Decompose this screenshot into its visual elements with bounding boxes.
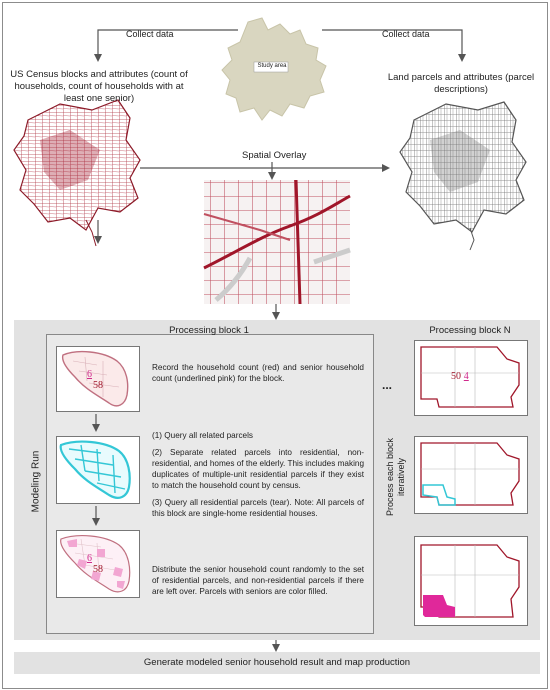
step2-item-2: (2) Separate related parcels into reside… — [152, 448, 364, 490]
block1-household-count: 58 — [93, 380, 103, 391]
modeling-run-label: Modeling Run — [30, 450, 42, 513]
blockN-senior-count: 4 — [463, 371, 469, 382]
spatial-overlay-label: Spatial Overlay — [242, 150, 307, 161]
step2-item-1: (1) Query all related parcels — [152, 431, 254, 440]
blockN-step1-thumb: 50 4 — [414, 340, 528, 416]
iterate-label-line2: iteratively — [396, 458, 406, 497]
block1-household-count-2: 58 — [93, 564, 103, 575]
collect-data-left-label: Collect data — [126, 29, 174, 39]
step2-item-3: (3) Query all residential parcels (tear)… — [152, 498, 364, 518]
blockN-step3-thumb — [414, 536, 528, 626]
block1-step2-text: (1) Query all related parcels (2) Separa… — [152, 430, 364, 525]
census-blocks-map — [13, 99, 141, 247]
block1-step3-text: Distribute the senior household count ra… — [152, 565, 364, 596]
block1-step2-thumb — [56, 436, 140, 504]
census-title: US Census blocks and attributes (count o… — [10, 69, 188, 104]
block1-senior-count: 6 — [87, 369, 92, 380]
block1-step1-thumb: 6 58 — [56, 346, 140, 412]
block1-step1-text: Record the household count (red) and sen… — [152, 363, 364, 383]
iterate-label: Process each block iteratively — [385, 427, 407, 527]
land-parcels-map — [399, 101, 527, 251]
block1-senior-count-2: 6 — [87, 553, 92, 564]
block1-step3-thumb: 6 58 — [56, 530, 140, 598]
overlay-map — [203, 179, 351, 305]
study-area-label: Study area — [257, 63, 287, 69]
collect-data-right-label: Collect data — [382, 29, 430, 39]
blockN-household-count: 50 — [451, 371, 461, 382]
parcels-title: Land parcels and attributes (parcel desc… — [387, 72, 535, 95]
blockN-title: Processing block N — [429, 325, 511, 336]
ellipsis: ... — [382, 378, 393, 392]
iterate-label-line1: Process each block — [385, 437, 395, 517]
collect-data-arrows — [94, 29, 466, 62]
result-footer: Generate modeled senior household result… — [14, 652, 540, 674]
blockN-step2-thumb — [414, 436, 528, 514]
spatial-overlay-arrows — [94, 162, 390, 244]
block1-title: Processing block 1 — [169, 325, 249, 336]
